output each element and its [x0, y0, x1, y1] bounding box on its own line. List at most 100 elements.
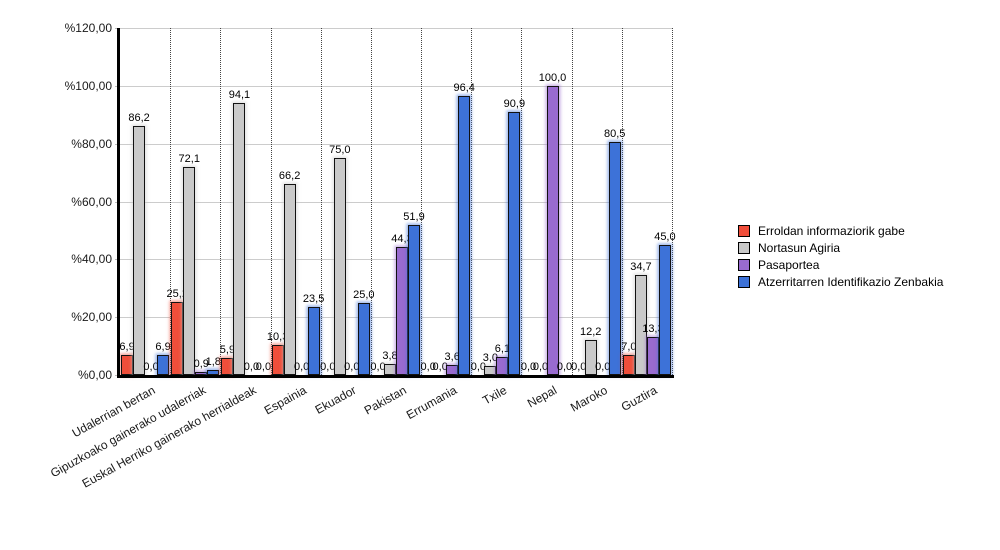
x-axis-label: Maroko	[567, 383, 610, 415]
legend-label: Pasaportea	[758, 257, 820, 272]
category-separator	[270, 28, 272, 375]
legend-item: Erroldan informaziorik gabe	[738, 222, 943, 239]
bar	[384, 364, 396, 375]
bar-value-label: 7,0	[621, 340, 637, 353]
legend-swatch-nortasun	[738, 241, 750, 254]
x-axis-label: Errumania	[403, 383, 459, 423]
bar-value-label: 90,9	[503, 98, 526, 111]
bar	[271, 345, 284, 375]
y-gridline	[120, 143, 672, 145]
bar-value-label: 0,0	[370, 361, 386, 373]
bar-value-label: 0,9	[193, 358, 209, 371]
bar-value-label: 72,1	[178, 152, 200, 165]
bar-value-label: 0,0	[470, 361, 487, 373]
x-axis-label: Guztira	[619, 383, 660, 415]
legend-label: Atzerritarren Identifikazio Zenbakia	[758, 274, 944, 289]
x-axis	[117, 375, 674, 378]
y-axis-label: %40,00	[71, 252, 112, 267]
bar-value-label: 1,8	[205, 355, 221, 368]
y-axis-label: %60,00	[71, 194, 112, 209]
bar-value-label: 6,9	[119, 341, 135, 354]
bar-value-label: 0,0	[432, 361, 448, 373]
category-separator	[571, 28, 573, 375]
bar-value-label: 45,0	[654, 230, 676, 243]
bar	[157, 355, 170, 375]
bar	[357, 302, 370, 375]
bar-value-label: 34,7	[630, 260, 652, 273]
bar-value-label: 0,0	[571, 361, 587, 373]
bar	[221, 357, 234, 375]
bar-value-label: 0,0	[532, 361, 549, 373]
y-axis-label: %100,00	[64, 78, 112, 93]
bar-value-label: 23,5	[302, 293, 325, 306]
legend-swatch-pasaportea	[738, 258, 750, 271]
x-axis-label: Txile	[480, 383, 510, 408]
bar	[171, 302, 184, 375]
bar-value-label: 0,0	[420, 361, 436, 373]
bar-value-label: 25,2	[166, 288, 188, 301]
category-separator	[621, 28, 623, 375]
category-separator	[672, 28, 673, 375]
y-axis-label: %0,00	[77, 368, 112, 382]
bar-value-label: 3,8	[382, 350, 398, 362]
bar-value-label: 0,0	[556, 361, 573, 373]
bar	[233, 102, 246, 375]
legend: Erroldan informaziorik gabe Nortasun Agi…	[738, 222, 943, 290]
bar-value-label: 12,2	[580, 325, 602, 338]
bar	[658, 244, 671, 375]
bar-value-label: 0,0	[520, 361, 537, 373]
bar-value-label: 0,0	[344, 361, 360, 373]
bar-value-label: 6,1	[494, 343, 511, 356]
y-axis-label: %120,00	[64, 21, 112, 35]
category-separator	[220, 28, 222, 375]
bar-value-label: 0,0	[320, 361, 336, 373]
legend-label: Nortasun Agiria	[758, 240, 841, 255]
bar-value-label: 0,0	[255, 361, 272, 373]
bar-value-label: 0,0	[595, 361, 611, 373]
bar	[307, 307, 320, 375]
y-axis-label: %20,00	[71, 310, 112, 325]
legend-swatch-erroldan	[738, 224, 750, 237]
x-axis-label: Espainia	[261, 383, 309, 418]
bar-value-label: 3,6	[444, 350, 460, 363]
bar	[183, 166, 196, 375]
y-axis	[117, 28, 120, 377]
bar-value-label: 25,0	[353, 288, 375, 301]
bar-value-label: 94,1	[228, 88, 251, 101]
bar-value-label: 44,3	[391, 232, 413, 245]
bar-value-label: 6,9	[155, 341, 171, 354]
bar-value-label: 3,0	[482, 352, 499, 365]
bar	[283, 183, 296, 375]
y-axis-label: %80,00	[71, 136, 112, 151]
bar	[458, 96, 471, 375]
legend-item: Pasaportea	[738, 256, 943, 273]
bar	[408, 224, 420, 375]
bar	[546, 85, 559, 375]
bar	[121, 355, 134, 375]
bar	[496, 357, 509, 375]
bar	[133, 125, 146, 375]
bar-value-label: 66,2	[278, 169, 301, 182]
legend-label: Erroldan informaziorik gabe	[758, 223, 905, 238]
legend-item: Nortasun Agiria	[738, 239, 943, 256]
bar	[396, 246, 408, 375]
category-separator	[170, 28, 172, 375]
bar	[584, 339, 597, 375]
bar-value-label: 0,0	[243, 361, 260, 373]
x-axis-label: Pakistan	[361, 383, 409, 418]
bar-value-label: 86,2	[128, 111, 150, 124]
category-separator	[370, 28, 372, 375]
bar	[634, 274, 647, 375]
legend-item: Atzerritarren Identifikazio Zenbakia	[738, 273, 943, 290]
bar	[608, 142, 621, 375]
bar	[646, 336, 659, 375]
bar-value-label: 5,9	[219, 343, 236, 356]
legend-swatch-atzerritarren	[738, 275, 750, 288]
y-gridline	[120, 85, 672, 87]
bar-value-label: 51,9	[403, 210, 425, 223]
y-gridline	[120, 201, 672, 203]
category-separator	[471, 28, 473, 375]
bar	[333, 158, 346, 375]
bar	[508, 112, 521, 375]
